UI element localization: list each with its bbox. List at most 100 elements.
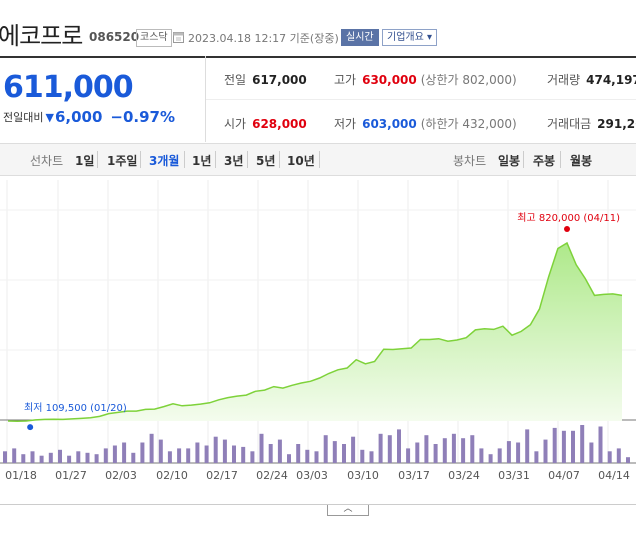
volume-bar <box>543 439 548 463</box>
change-amount: 6,000 <box>54 108 103 126</box>
volume-bar <box>433 444 438 463</box>
x-tick-label: 03/10 <box>347 469 379 482</box>
chart-collapse-button[interactable]: ︿ <box>327 505 369 516</box>
volume-bar <box>158 439 163 463</box>
volume-bar <box>12 448 17 463</box>
tab-divider <box>523 151 524 168</box>
volume-bar <box>213 436 218 463</box>
volume-bar <box>323 435 328 463</box>
volume-bar <box>140 442 145 463</box>
volume-bar <box>314 451 319 463</box>
stock-header: 에코프로 086520 코스닥 2023.04.18 12:17 기준(장중) … <box>0 0 636 58</box>
volume-bar <box>204 445 209 463</box>
volume-bar <box>222 439 227 463</box>
volume-bar <box>122 442 127 463</box>
volume-bar <box>332 441 337 463</box>
volume-bar <box>378 433 383 463</box>
x-tick-label: 03/31 <box>498 469 530 482</box>
max-annotation: 최고 820,000 (04/11) <box>517 212 620 224</box>
volume-bar <box>305 449 310 463</box>
chart-annotations: 최고 820,000 (04/11) 최저 109,500 (01/20) <box>24 212 620 431</box>
volume-bar <box>488 454 493 463</box>
volume-bar <box>351 436 356 463</box>
volume-bar <box>360 449 365 463</box>
volume-bar <box>103 448 108 463</box>
company-info-dropdown[interactable]: 기업개요 ▾ <box>382 29 438 46</box>
price-line <box>7 241 623 422</box>
x-tick-label: 02/03 <box>105 469 137 482</box>
tab-divider <box>140 151 141 168</box>
tab-10y[interactable]: 10년 <box>287 154 315 168</box>
tab-1y[interactable]: 1년 <box>192 154 212 168</box>
x-tick-label: 03/17 <box>398 469 430 482</box>
quote-datetime: 2023.04.18 12:17 기준(장중) <box>188 32 339 45</box>
volume-bar <box>561 430 566 463</box>
volume-bar <box>241 446 246 463</box>
x-tick-label: 02/24 <box>256 469 288 482</box>
calendar-icon <box>173 32 184 43</box>
change-percent: −0.97% <box>110 108 176 126</box>
tab-5y[interactable]: 5년 <box>256 154 276 168</box>
tab-1w[interactable]: 1주일 <box>107 154 138 168</box>
volume-bar <box>506 441 511 463</box>
x-axis: 01/18 01/27 02/03 02/10 02/17 02/24 03/03 03/10… <box>5 469 630 482</box>
x-tick-label: 01/18 <box>5 469 37 482</box>
realtime-button[interactable]: 실시간 <box>341 29 379 46</box>
volume-bar <box>186 448 191 463</box>
tab-divider <box>184 151 185 168</box>
volume-bar <box>232 445 236 463</box>
volume-bar <box>112 445 117 463</box>
stat-high: 고가 630,000 (상한가 802,000) <box>334 73 517 87</box>
volume-bar <box>195 442 200 463</box>
volume-bar <box>250 451 255 463</box>
tab-monthly[interactable]: 월봉 <box>570 154 593 168</box>
tab-divider <box>97 151 98 168</box>
stat-volume: 거래량 474,197 <box>547 73 636 87</box>
price-stats: 전일 617,000 고가 630,000 (상한가 802,000) 거래량 474,… <box>206 56 636 142</box>
chevron-down-icon: ▾ <box>423 32 433 43</box>
down-triangle-icon: ▼ <box>45 110 54 124</box>
volume-bar <box>479 448 484 463</box>
volume-bar <box>607 451 612 463</box>
volume-bar <box>525 429 530 463</box>
market-badge: 코스닥 <box>136 29 172 47</box>
volume-bar <box>76 451 81 463</box>
tab-3m[interactable]: 3개월 <box>149 154 180 168</box>
price-summary: 611,000 전일대비 ▼ 6,000 −0.97% <box>0 56 206 142</box>
volume-bar <box>424 435 429 463</box>
tab-divider <box>560 151 561 168</box>
current-price: 611,000 <box>3 70 134 105</box>
tab-3y[interactable]: 3년 <box>224 154 244 168</box>
stat-open: 시가 628,000 <box>224 117 307 131</box>
volume-bar <box>94 454 99 463</box>
line-chart-label: 선차트 <box>30 154 64 168</box>
volume-bar <box>397 429 401 463</box>
volume-bar <box>461 438 466 463</box>
price-change: 전일대비 ▼ 6,000 −0.97% <box>3 108 175 126</box>
volume-bars <box>3 425 630 463</box>
volume-bar <box>296 444 301 463</box>
volume-bar <box>3 451 7 463</box>
tab-weekly[interactable]: 주봉 <box>533 154 556 168</box>
min-point-marker <box>27 424 34 431</box>
tab-1d[interactable]: 1일 <box>75 154 95 168</box>
x-tick-label: 04/14 <box>598 469 630 482</box>
chart-tab-bar: 선차트 1일 1주일 3개월 1년 3년 5년 10년 봉차트 일봉 주봉 월봉 <box>0 143 636 176</box>
volume-bar <box>58 449 62 463</box>
volume-bar <box>85 452 90 463</box>
volume-bar <box>552 427 557 463</box>
volume-bar <box>470 435 475 463</box>
volume-bar <box>277 439 282 463</box>
max-point-marker <box>564 226 571 232</box>
volume-bar <box>67 455 72 463</box>
stat-low: 저가 603,000 (하한가 432,000) <box>334 117 517 131</box>
volume-bar <box>387 435 392 463</box>
volume-bar <box>589 442 594 463</box>
volume-bar <box>534 451 539 463</box>
tab-daily[interactable]: 일봉 <box>498 154 521 168</box>
volume-bar <box>167 451 172 463</box>
volume-bar <box>48 452 53 463</box>
x-tick-label: 04/07 <box>548 469 580 482</box>
volume-bar <box>571 430 575 463</box>
